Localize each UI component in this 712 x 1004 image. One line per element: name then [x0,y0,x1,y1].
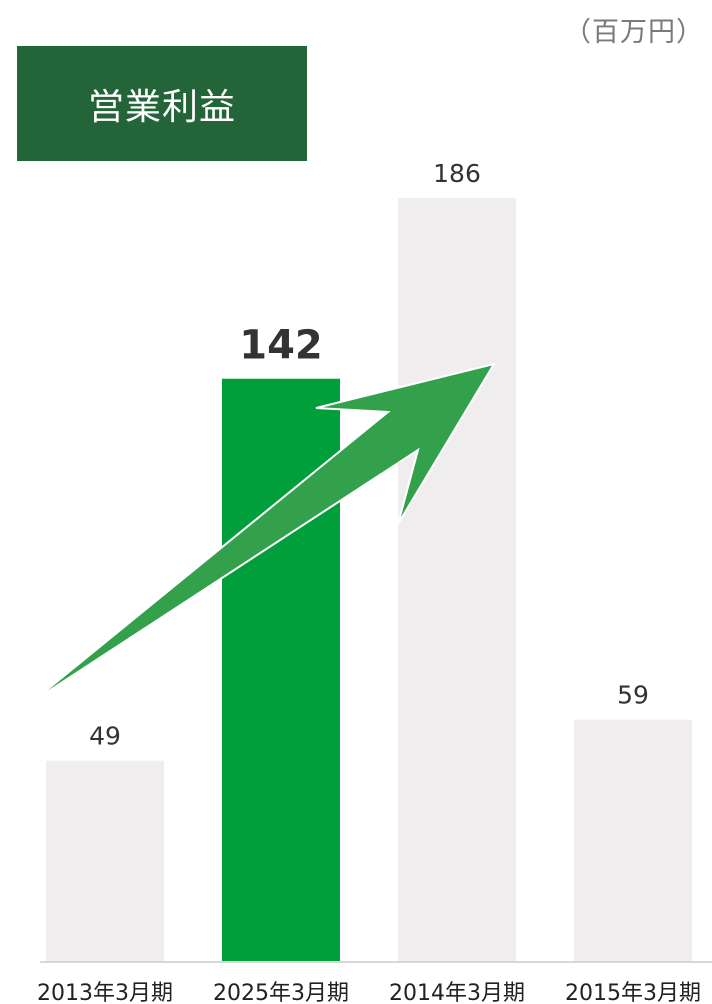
value-label-3: 59 [617,681,649,710]
category-label-3: 2015年3月期 [565,981,701,1004]
growth-arrow-icon [31,362,497,703]
chart-title-box: 営業利益 [17,46,307,161]
category-label-2: 2014年3月期 [389,981,525,1004]
value-label-1: 142 [239,323,323,369]
category-label-1: 2025年3月期 [213,981,349,1004]
unit-label: （百万円） [564,17,704,48]
bar-3 [574,719,692,962]
category-label-0: 2013年3月期 [37,981,173,1004]
bar-0 [46,760,164,962]
bar-2 [398,198,516,962]
chart-title: 営業利益 [87,86,236,128]
value-label-2: 186 [433,159,481,188]
value-label-0: 49 [89,722,121,751]
